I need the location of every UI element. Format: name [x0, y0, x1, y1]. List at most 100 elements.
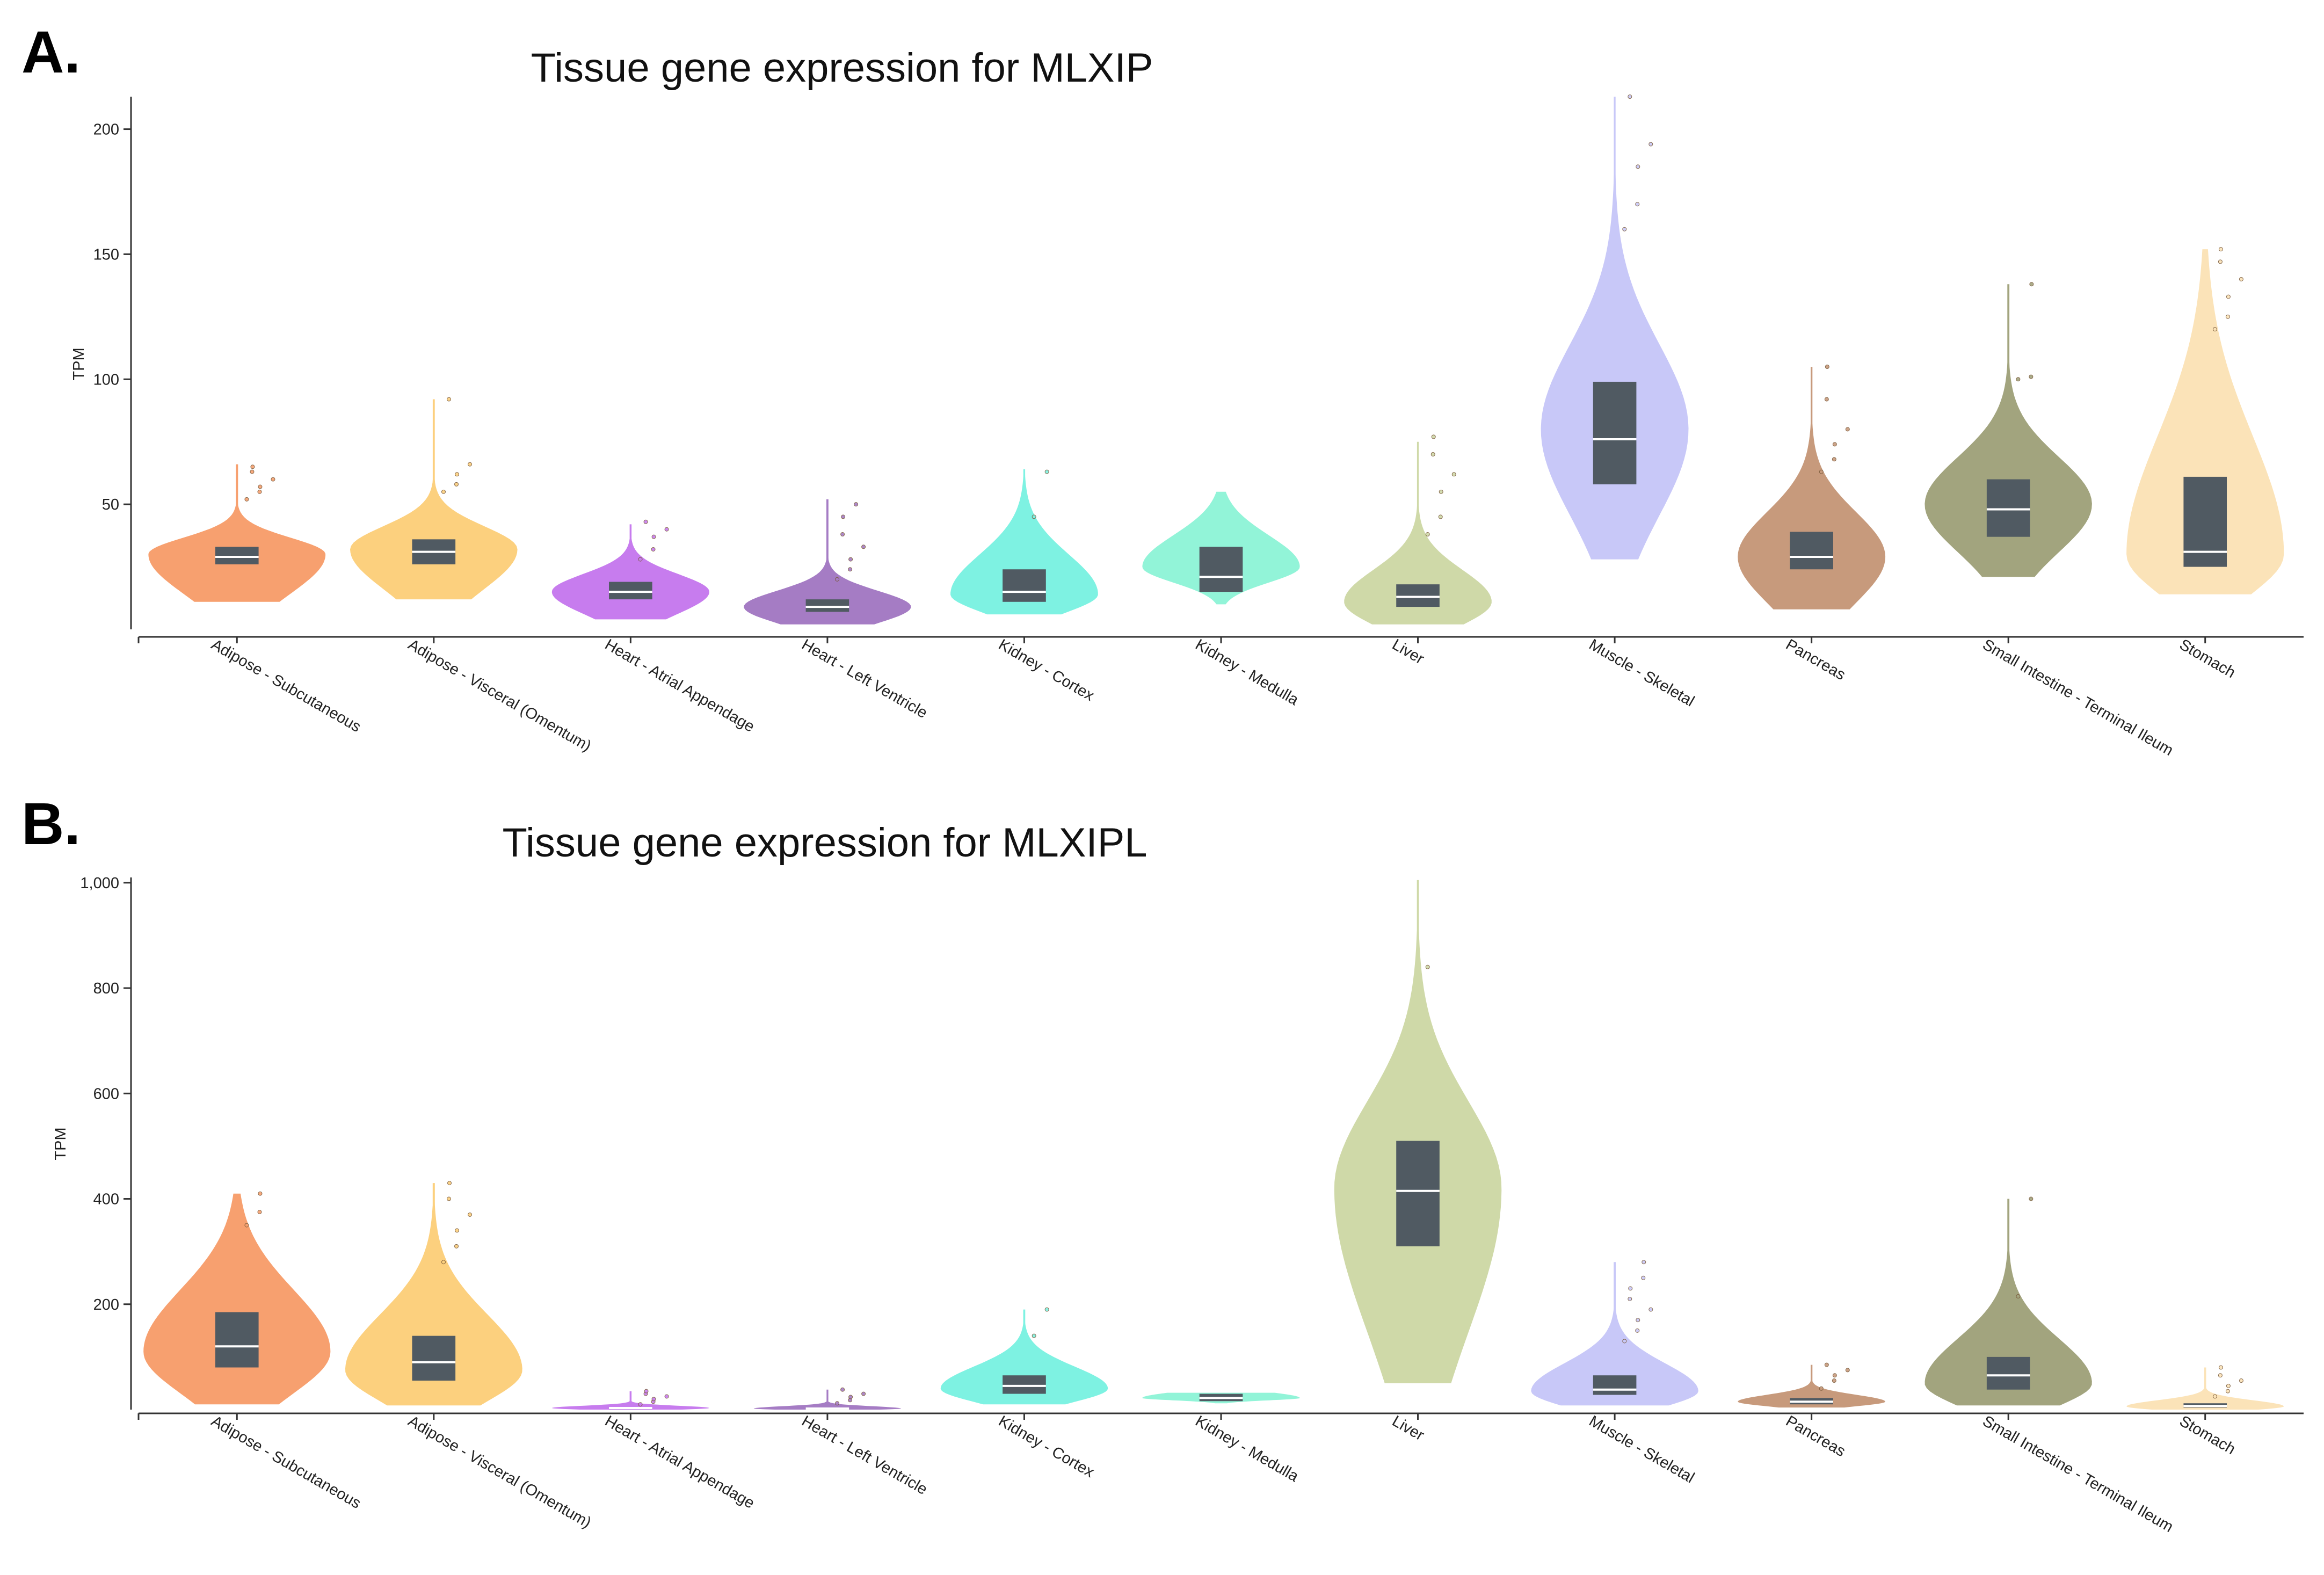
ytick-label: 1,000: [80, 875, 119, 892]
violin-7: [1344, 441, 1492, 625]
category-label: Kidney - Cortex: [996, 1412, 1098, 1481]
outlier-point: [1431, 434, 1436, 439]
iqr-box: [805, 599, 849, 612]
category-label: Stomach: [2176, 1412, 2238, 1458]
outlier-point: [441, 489, 446, 494]
outlier-point: [454, 1244, 459, 1249]
outlier-point: [1438, 514, 1443, 519]
iqr-box: [609, 582, 652, 600]
outlier-point: [643, 519, 648, 524]
iqr-box: [1003, 1375, 1046, 1394]
outlier-point: [468, 462, 473, 467]
outlier-point: [1832, 457, 1836, 462]
outlier-point: [455, 472, 460, 477]
category-label: Heart - Left Ventricle: [798, 1412, 930, 1498]
violin-2: [350, 399, 518, 600]
ytick-label: 150: [93, 246, 119, 263]
outlier-point: [2226, 1383, 2231, 1388]
outlier-point: [835, 577, 840, 582]
outlier-point: [2225, 1389, 2230, 1393]
chart-a-yticks: 50 100 150 200: [93, 121, 131, 513]
violin-4: [753, 1389, 902, 1410]
category-label: Small Intestine - Terminal Ileum: [1980, 636, 2176, 759]
outlier-point: [835, 1401, 840, 1406]
outlier-point: [644, 1389, 649, 1393]
category-label: Liver: [1389, 1412, 1427, 1444]
outlier-point: [664, 527, 669, 532]
category-label: Muscle - Skeletal: [1586, 636, 1697, 710]
outlier-point: [651, 534, 656, 539]
outlier-point: [271, 477, 275, 482]
outlier-point: [1636, 1318, 1640, 1323]
iqr-box: [215, 547, 259, 564]
outlier-point: [1032, 1333, 1036, 1338]
ytick-label: 600: [93, 1085, 119, 1102]
outlier-point: [840, 1387, 845, 1392]
outlier-point: [2029, 282, 2034, 287]
category-label: Kidney - Medulla: [1193, 636, 1302, 709]
category-label: Adipose - Subcutaneous: [208, 1412, 364, 1512]
ytick-label: 400: [93, 1191, 119, 1208]
outlier-point: [840, 532, 845, 537]
outlier-point: [1832, 1373, 1837, 1378]
outlier-point: [250, 464, 255, 469]
ytick-label: 200: [93, 121, 119, 139]
outlier-point: [854, 502, 859, 507]
chart-a-categories: Adipose - Subcutaneous Adipose - Visceral…: [137, 636, 2238, 759]
chart-a-violins: [148, 95, 2284, 625]
ytick-label: 50: [102, 496, 119, 513]
outlier-point: [1824, 1362, 1829, 1367]
outlier-point: [1430, 452, 1435, 456]
outlier-point: [1622, 227, 1627, 231]
outlier-point: [848, 567, 853, 572]
iqr-box: [1986, 1356, 2030, 1390]
violin-11: [2126, 1367, 2284, 1410]
panel-b-letter: B.: [21, 791, 81, 857]
outlier-point: [468, 1212, 473, 1217]
outlier-point: [651, 547, 656, 551]
chart-b-yticks: 200 400 600 800 1,000: [80, 875, 131, 1313]
iqr-box: [2183, 476, 2227, 567]
outlier-point: [1622, 1339, 1627, 1344]
outlier-point: [258, 1191, 263, 1196]
violin-9: [1738, 1364, 1886, 1408]
outlier-point: [1044, 469, 1049, 474]
outlier-point: [841, 514, 846, 519]
ytick-label: 100: [93, 371, 119, 388]
violin-8: [1531, 1262, 1698, 1406]
outlier-point: [1425, 532, 1430, 537]
outlier-point: [1648, 1307, 1653, 1312]
chart-a-title: Tissue gene expression for MLXIP: [531, 45, 1153, 91]
outlier-point: [848, 557, 853, 562]
chart-b-title: Tissue gene expression for MLXIPL: [502, 820, 1147, 866]
violin-8: [1541, 97, 1689, 560]
outlier-point: [2029, 374, 2034, 379]
outlier-point: [2239, 277, 2243, 281]
outlier-point: [257, 489, 262, 494]
violin-9: [1738, 367, 1886, 609]
outlier-point: [2239, 1378, 2243, 1383]
panel-a: A. Tissue gene expression for MLXIP TPM …: [21, 19, 2304, 759]
outlier-point: [1832, 1378, 1836, 1383]
iqr-box: [1593, 1375, 1637, 1395]
category-label: Small Intestine - Terminal Ileum: [1980, 1412, 2176, 1536]
outlier-point: [1439, 489, 1443, 494]
category-label: Adipose - Visceral (Omentum): [405, 1412, 594, 1532]
outlier-point: [1642, 1260, 1646, 1265]
outlier-point: [441, 1260, 446, 1265]
outlier-point: [664, 1394, 669, 1399]
outlier-point: [257, 1210, 262, 1215]
violin-10: [1924, 1199, 2092, 1406]
outlier-point: [1845, 1368, 1850, 1373]
category-label: Pancreas: [1783, 636, 1848, 684]
category-label: Stomach: [2176, 636, 2238, 681]
outlier-point: [454, 482, 459, 487]
outlier-point: [861, 1391, 866, 1396]
ytick-label: 200: [93, 1296, 119, 1313]
outlier-point: [2218, 1365, 2223, 1370]
iqr-box: [1003, 569, 1046, 602]
iqr-box: [1986, 479, 2030, 537]
outlier-point: [1636, 164, 1640, 169]
category-label: Heart - Left Ventricle: [798, 636, 930, 722]
outlier-point: [638, 1402, 643, 1407]
